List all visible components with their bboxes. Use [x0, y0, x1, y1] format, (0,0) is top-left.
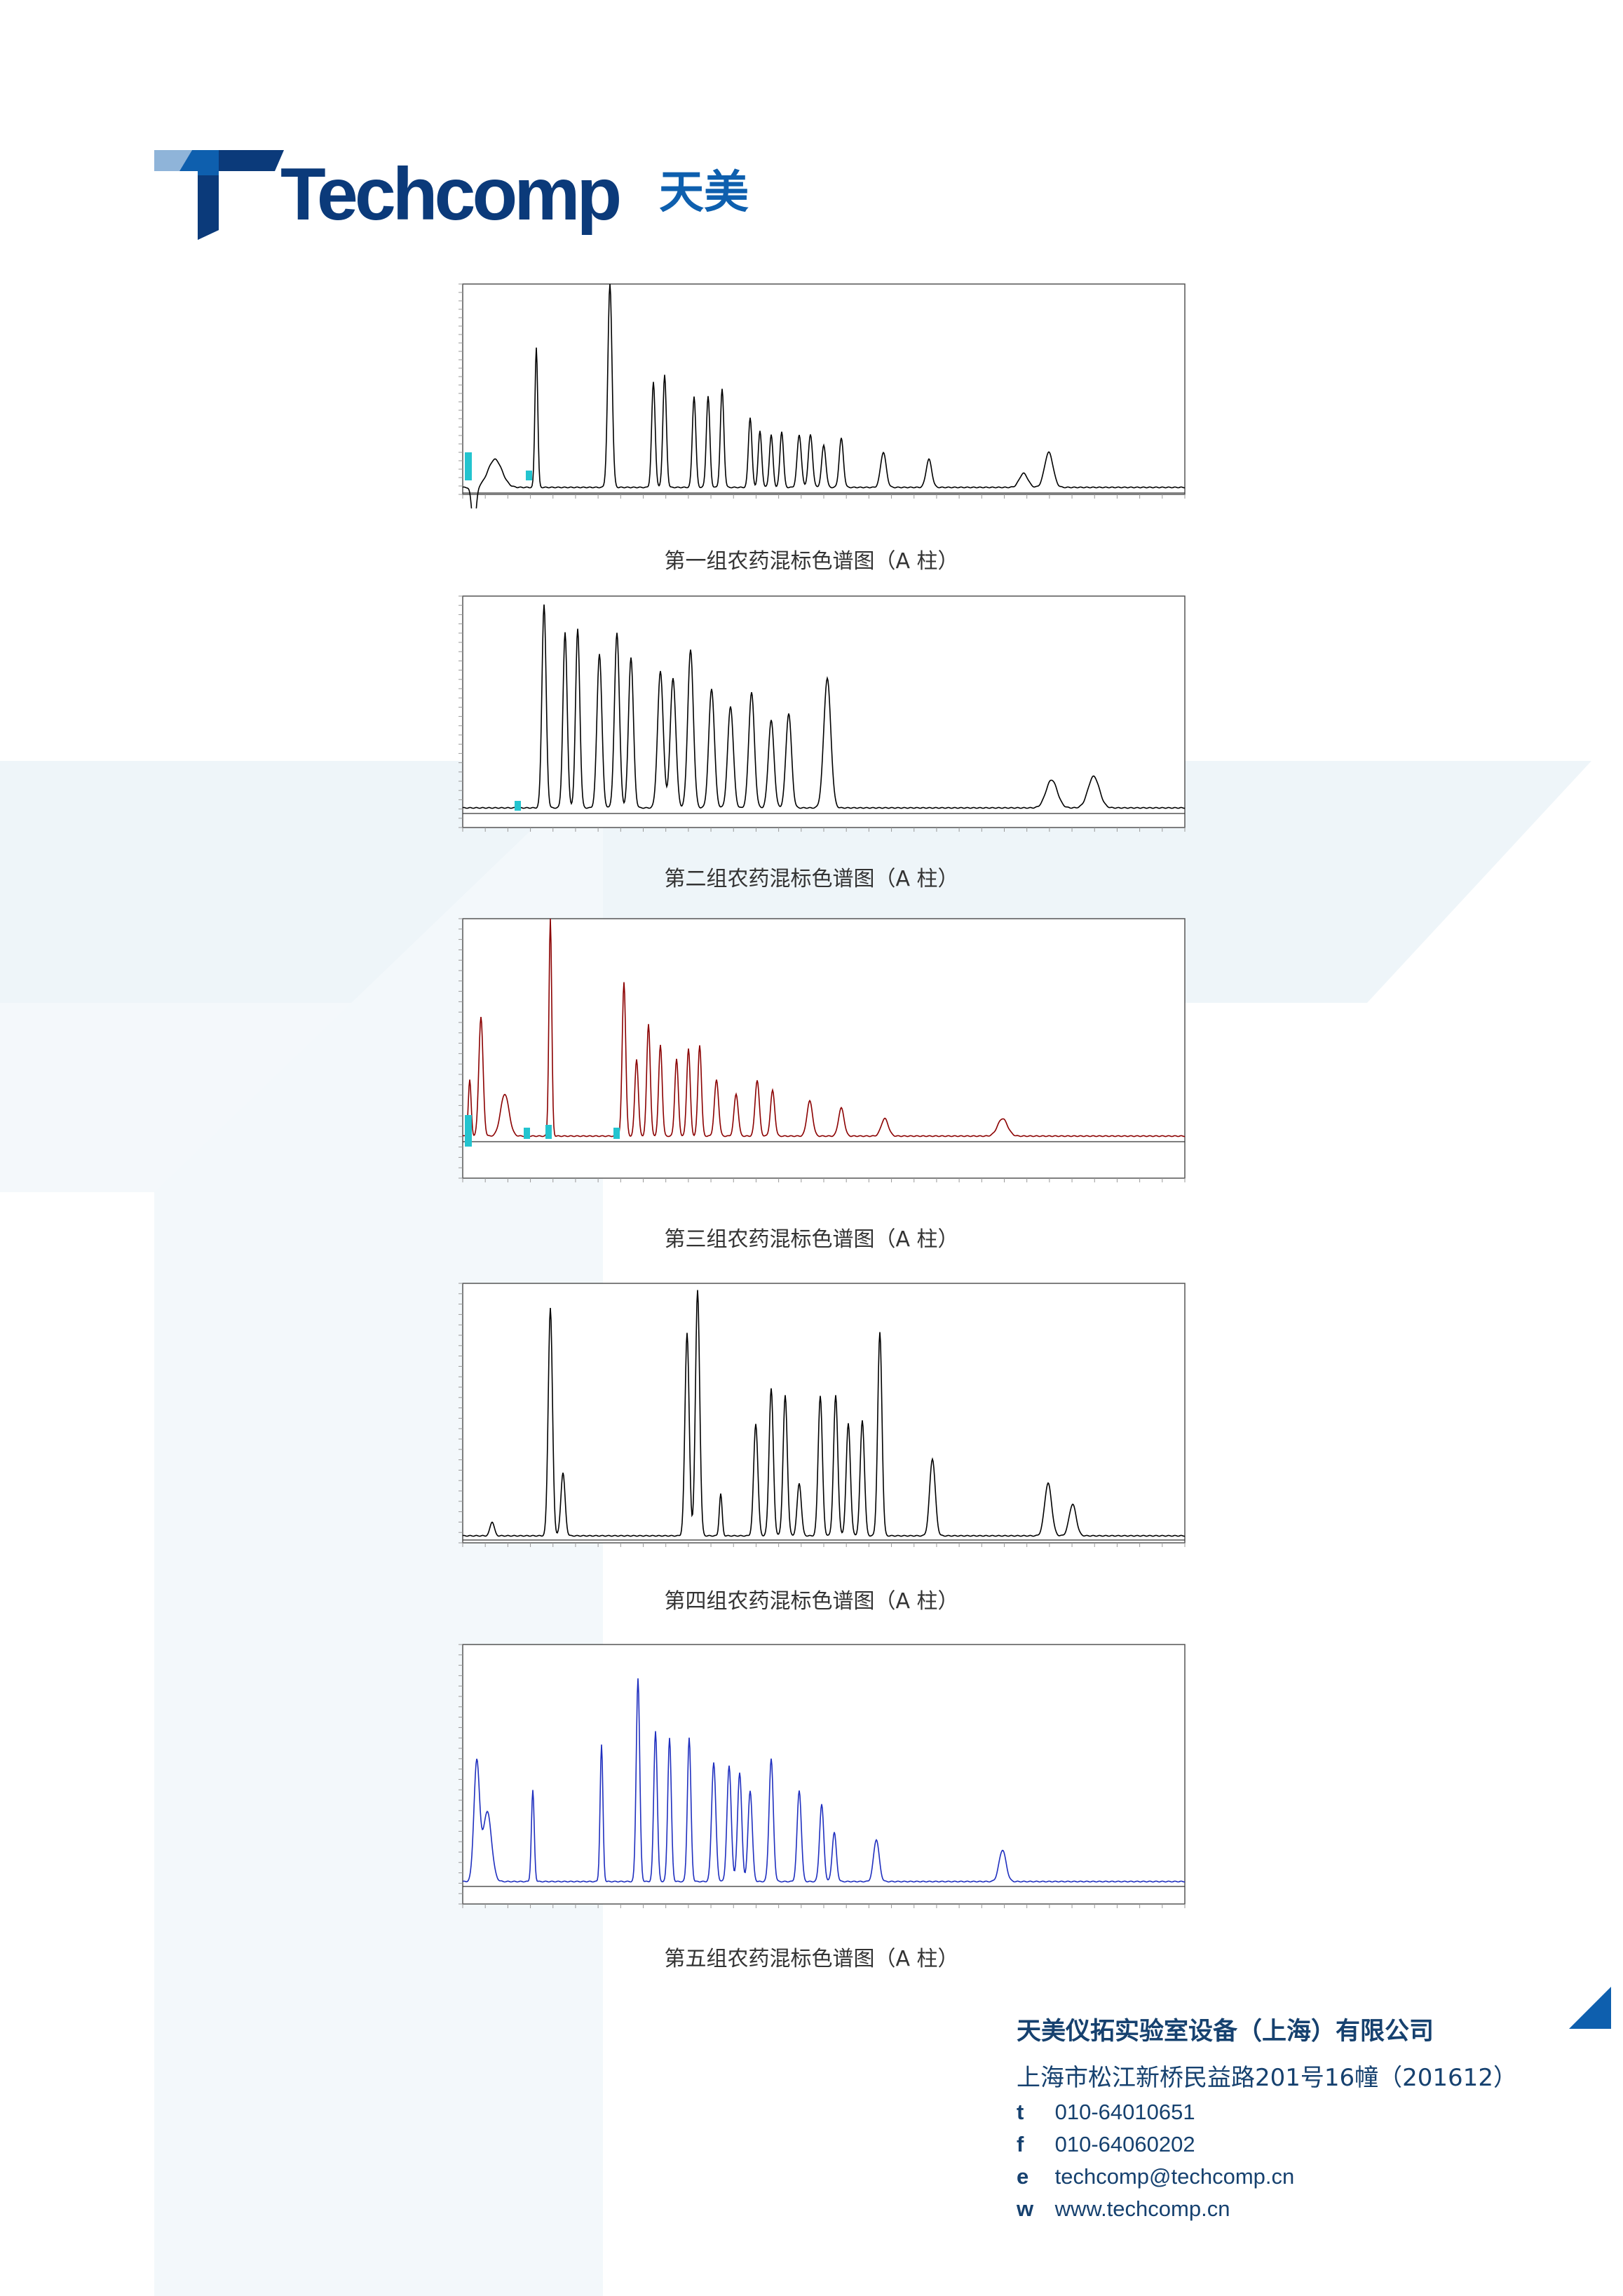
corner-triangle-icon	[1569, 1987, 1611, 2029]
chromatogram-1	[459, 283, 1186, 508]
contact-email[interactable]: e techcomp@techcomp.cn	[1017, 2164, 1517, 2189]
contact-phone-key: t	[1017, 2100, 1024, 2124]
contact-phone-value: 010-64010651	[1054, 2100, 1195, 2124]
contact-email-key: e	[1017, 2164, 1029, 2189]
contact-website-key: w	[1017, 2196, 1034, 2221]
logo-wordmark: Techcomp	[280, 153, 622, 236]
logo-chinese-name: 天美	[659, 167, 749, 219]
chromatogram-4-caption: 第四组农药混标色谱图（A 柱）	[664, 1589, 959, 1614]
chromatogram-5-caption: 第五组农药混标色谱图（A 柱）	[664, 1947, 959, 1971]
contact-fax: f 010-64060202	[1017, 2132, 1517, 2157]
chromatogram-1-caption: 第一组农药混标色谱图（A 柱）	[664, 549, 959, 574]
company-name: 天美仪拓实验室设备（上海）有限公司	[1017, 2018, 1434, 2046]
contact-phone: t 010-64010651	[1017, 2100, 1517, 2125]
chromatogram-3	[459, 918, 1186, 1182]
contact-website-value[interactable]: www.techcomp.cn	[1054, 2196, 1230, 2221]
techcomp-logo: Techcomp 天美	[154, 147, 771, 245]
chromatogram-3-caption: 第三组农药混标色谱图（A 柱）	[664, 1227, 959, 1252]
techcomp-logo-mark	[154, 150, 284, 240]
company-address: 上海市松江新桥民益路201号16幢（201612）	[1017, 2064, 1517, 2092]
contact-fax-value: 010-64060202	[1054, 2132, 1195, 2156]
contact-website[interactable]: w www.techcomp.cn	[1017, 2196, 1517, 2222]
contact-email-value[interactable]: techcomp@techcomp.cn	[1054, 2164, 1295, 2189]
contact-fax-key: f	[1017, 2132, 1024, 2156]
chromatogram-5	[459, 1644, 1186, 1908]
chromatogram-4	[459, 1283, 1186, 1547]
chromatogram-2-caption: 第二组农药混标色谱图（A 柱）	[664, 867, 959, 891]
chromatogram-2	[459, 595, 1186, 832]
company-info: 天美仪拓实验室设备（上海）有限公司 上海市松江新桥民益路201号16幢（2016…	[1017, 2011, 1517, 2222]
